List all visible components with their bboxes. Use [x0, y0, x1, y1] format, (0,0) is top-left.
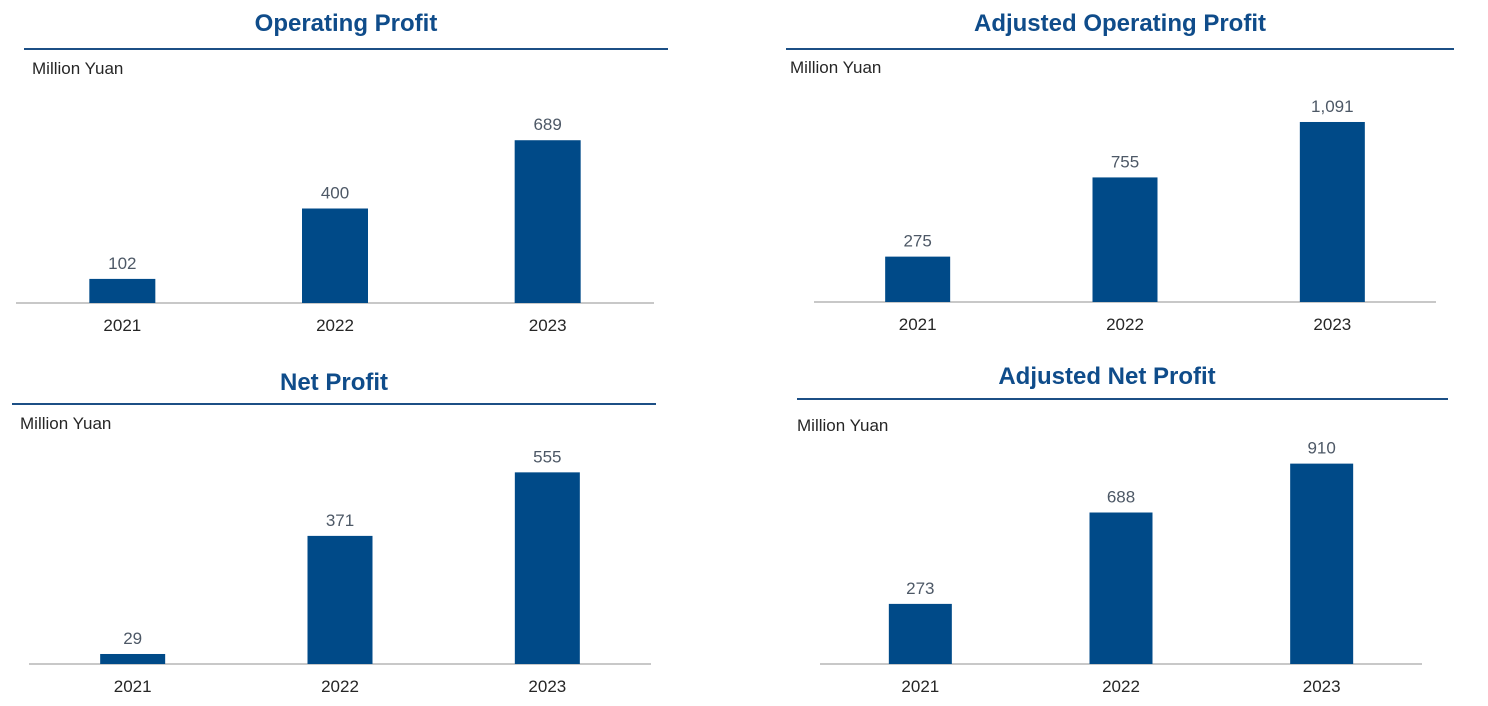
- x-tick-label: 2022: [1102, 677, 1140, 696]
- data-label: 29: [123, 629, 142, 648]
- data-label: 102: [108, 254, 136, 273]
- x-tick-label: 2022: [1106, 315, 1144, 334]
- x-tick-label: 2022: [316, 316, 354, 335]
- x-tick-label: 2022: [321, 677, 359, 696]
- x-tick-label: 2021: [103, 316, 141, 335]
- bar-2023: [1299, 121, 1365, 302]
- bar-2022: [307, 535, 373, 664]
- bar-2023: [514, 140, 581, 303]
- bar-2022: [1089, 512, 1153, 664]
- unit-label: Million Yuan: [797, 416, 889, 435]
- bar-2021: [885, 256, 951, 302]
- bar-2023: [1290, 463, 1354, 664]
- chart-title: Operating Profit: [254, 10, 438, 37]
- bar-2021: [100, 653, 166, 664]
- data-label: 688: [1107, 488, 1135, 507]
- bar-2021: [89, 278, 156, 303]
- data-label: 371: [326, 511, 354, 530]
- title-underline: [786, 48, 1454, 50]
- data-label: 555: [533, 447, 561, 466]
- x-tick-label: 2023: [1313, 315, 1351, 334]
- data-label: 1,091: [1311, 97, 1354, 116]
- x-tick-label: 2021: [901, 677, 939, 696]
- data-label: 400: [321, 184, 349, 203]
- data-label: 755: [1111, 152, 1139, 171]
- unit-label: Million Yuan: [790, 58, 882, 77]
- unit-label: Million Yuan: [20, 414, 112, 433]
- chart-title: Net Profit: [280, 369, 388, 396]
- data-label: 273: [906, 579, 934, 598]
- title-underline: [12, 403, 656, 405]
- bar-chart-net-profit: 29 2021 371 2022 555 2023: [29, 447, 651, 696]
- chart-title: Adjusted Net Profit: [998, 363, 1216, 390]
- data-label: 689: [533, 115, 561, 134]
- bar-chart-adjusted-net-profit: 273 2021 688 2022 910 2023: [820, 439, 1422, 696]
- bar-chart-adjusted-operating-profit: 275 2021 755 2022 1,091 2023: [814, 97, 1436, 334]
- unit-label: Million Yuan: [32, 59, 124, 78]
- x-tick-label: 2021: [114, 677, 152, 696]
- chart-title: Adjusted Operating Profit: [973, 10, 1266, 37]
- data-label: 910: [1307, 439, 1335, 458]
- bar-chart-operating-profit: 102 2021 400 2022 689 2023: [16, 115, 654, 335]
- x-tick-label: 2021: [899, 315, 937, 334]
- x-tick-label: 2023: [1303, 677, 1341, 696]
- bar-2023: [514, 472, 580, 664]
- title-underline: [797, 398, 1448, 400]
- bar-2021: [888, 603, 952, 664]
- x-tick-label: 2023: [529, 316, 567, 335]
- bar-2022: [1092, 177, 1158, 302]
- data-label: 275: [903, 232, 931, 251]
- title-underline: [24, 48, 668, 50]
- x-tick-label: 2023: [528, 677, 566, 696]
- bar-2022: [302, 208, 368, 303]
